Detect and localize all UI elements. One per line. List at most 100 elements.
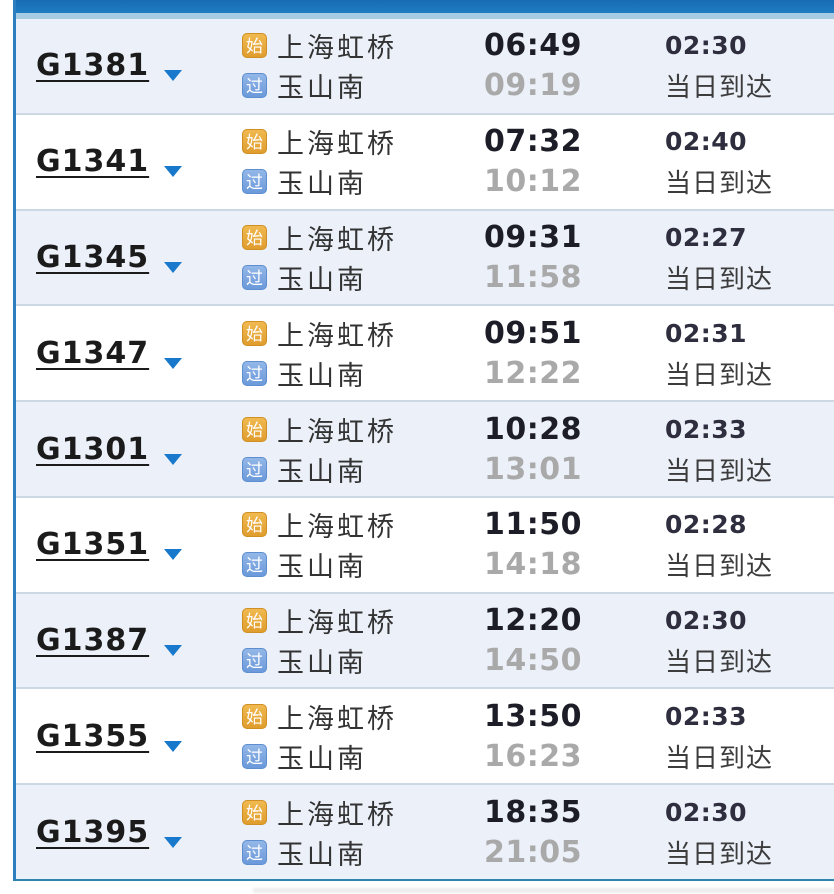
duration-cell: 02:33 当日到达: [647, 409, 834, 489]
arrival-day-note: 当日到达: [665, 73, 774, 104]
train-row: G1355 始 上海虹桥 过 玉山南 13:50 16:23 02:33 当日到…: [16, 687, 834, 784]
train-number-cell: G1381: [16, 48, 242, 83]
train-number-cell: G1341: [16, 144, 242, 179]
times-cell: 13:50 16:23: [484, 696, 647, 776]
chevron-down-icon[interactable]: [164, 261, 183, 273]
from-station-name: 上海虹桥: [277, 224, 397, 256]
start-station-icon: 始: [242, 512, 267, 538]
arrival-day-note: 当日到达: [665, 743, 774, 774]
to-station-name: 玉山南: [277, 73, 367, 105]
chevron-down-icon[interactable]: [164, 740, 183, 752]
start-station-icon: 始: [242, 129, 267, 155]
train-number-link[interactable]: G1395: [36, 814, 150, 850]
train-number-link[interactable]: G1341: [36, 144, 150, 180]
train-number-link[interactable]: G1345: [36, 239, 150, 275]
stations-cell: 始 上海虹桥 过 玉山南: [242, 409, 484, 489]
from-station-name: 上海虹桥: [277, 320, 397, 352]
stations-cell: 始 上海虹桥 过 玉山南: [242, 122, 484, 202]
start-station-icon: 始: [242, 416, 267, 442]
train-number-cell: G1345: [16, 240, 242, 275]
departure-time: 12:20: [484, 603, 582, 639]
table-header-bar: [16, 0, 834, 13]
arrival-day-note: 当日到达: [665, 169, 774, 200]
arrival-day-note: 当日到达: [665, 360, 774, 391]
times-cell: 09:31 11:58: [484, 217, 647, 297]
to-station-name: 玉山南: [277, 264, 367, 296]
pass-station-icon: 过: [242, 73, 267, 99]
start-station-icon: 始: [242, 320, 267, 346]
train-number-link[interactable]: G1301: [36, 431, 150, 467]
from-station-line: 始 上海虹桥: [242, 217, 484, 257]
to-station-name: 玉山南: [277, 456, 367, 488]
train-number-link[interactable]: G1355: [36, 718, 150, 754]
arrival-time: 10:12: [484, 164, 582, 200]
train-number-link[interactable]: G1351: [36, 527, 150, 563]
duration-cell: 02:33 当日到达: [647, 696, 834, 776]
arrival-time: 09:19: [484, 68, 582, 104]
to-station-name: 玉山南: [277, 839, 367, 871]
from-station-name: 上海虹桥: [277, 512, 397, 544]
duration-value: 02:30: [665, 797, 748, 827]
times-cell: 06:49 09:19: [484, 26, 647, 106]
train-list: G1381 始 上海虹桥 过 玉山南 06:49 09:19 02:30 当日到…: [16, 19, 834, 880]
pass-station-icon: 过: [242, 648, 267, 674]
arrival-day-note: 当日到达: [665, 552, 774, 583]
stations-cell: 始 上海虹桥 过 玉山南: [242, 792, 484, 872]
train-number-cell: G1355: [16, 719, 242, 754]
train-row: G1345 始 上海虹桥 过 玉山南 09:31 11:58 02:27 当日到…: [16, 208, 834, 305]
start-station-icon: 始: [242, 33, 267, 59]
chevron-down-icon[interactable]: [164, 645, 183, 657]
chevron-down-icon[interactable]: [164, 357, 183, 369]
duration-value: 02:33: [665, 414, 748, 444]
from-station-name: 上海虹桥: [277, 703, 397, 735]
train-number-link[interactable]: G1387: [36, 623, 150, 659]
times-cell: 10:28 13:01: [484, 409, 647, 489]
train-number-link[interactable]: G1381: [36, 48, 150, 84]
duration-cell: 02:30 当日到达: [647, 792, 834, 872]
duration-value: 02:30: [665, 31, 748, 61]
train-number-cell: G1351: [16, 527, 242, 562]
times-cell: 07:32 10:12: [484, 122, 647, 202]
pass-station-icon: 过: [242, 456, 267, 482]
to-station-line: 过 玉山南: [242, 641, 484, 681]
train-row: G1341 始 上海虹桥 过 玉山南 07:32 10:12 02:40 当日到…: [16, 112, 834, 209]
times-cell: 11:50 14:18: [484, 505, 647, 585]
duration-cell: 02:31 当日到达: [647, 313, 834, 393]
pass-station-icon: 过: [242, 360, 267, 386]
chevron-down-icon[interactable]: [164, 70, 183, 82]
arrival-day-note: 当日到达: [665, 456, 774, 487]
stations-cell: 始 上海虹桥 过 玉山南: [242, 26, 484, 106]
from-station-line: 始 上海虹桥: [242, 26, 484, 66]
chevron-down-icon[interactable]: [164, 549, 183, 561]
to-station-line: 过 玉山南: [242, 66, 484, 106]
pass-station-icon: 过: [242, 839, 267, 865]
stations-cell: 始 上海虹桥 过 玉山南: [242, 696, 484, 776]
start-station-icon: 始: [242, 608, 267, 634]
departure-time: 18:35: [484, 794, 582, 830]
arrival-time: 11:58: [484, 259, 582, 295]
chevron-down-icon[interactable]: [164, 166, 183, 178]
stations-cell: 始 上海虹桥 过 玉山南: [242, 313, 484, 393]
to-station-name: 玉山南: [277, 169, 367, 201]
train-number-cell: G1395: [16, 815, 242, 850]
from-station-name: 上海虹桥: [277, 129, 397, 161]
to-station-name: 玉山南: [277, 552, 367, 584]
from-station-line: 始 上海虹桥: [242, 792, 484, 832]
pass-station-icon: 过: [242, 743, 267, 769]
pass-station-icon: 过: [242, 169, 267, 195]
to-station-name: 玉山南: [277, 648, 367, 680]
duration-value: 02:30: [665, 606, 748, 636]
to-station-line: 过 玉山南: [242, 449, 484, 489]
train-number-cell: G1347: [16, 336, 242, 371]
duration-value: 02:33: [665, 701, 748, 731]
departure-time: 13:50: [484, 698, 582, 734]
duration-value: 02:31: [665, 318, 748, 348]
from-station-name: 上海虹桥: [277, 416, 397, 448]
train-row: G1347 始 上海虹桥 过 玉山南 09:51 12:22 02:31 当日到…: [16, 304, 834, 401]
pass-station-icon: 过: [242, 552, 267, 578]
chevron-down-icon[interactable]: [164, 836, 183, 848]
stations-cell: 始 上海虹桥 过 玉山南: [242, 505, 484, 585]
train-number-link[interactable]: G1347: [36, 335, 150, 371]
chevron-down-icon[interactable]: [164, 453, 183, 465]
start-station-icon: 始: [242, 799, 267, 825]
